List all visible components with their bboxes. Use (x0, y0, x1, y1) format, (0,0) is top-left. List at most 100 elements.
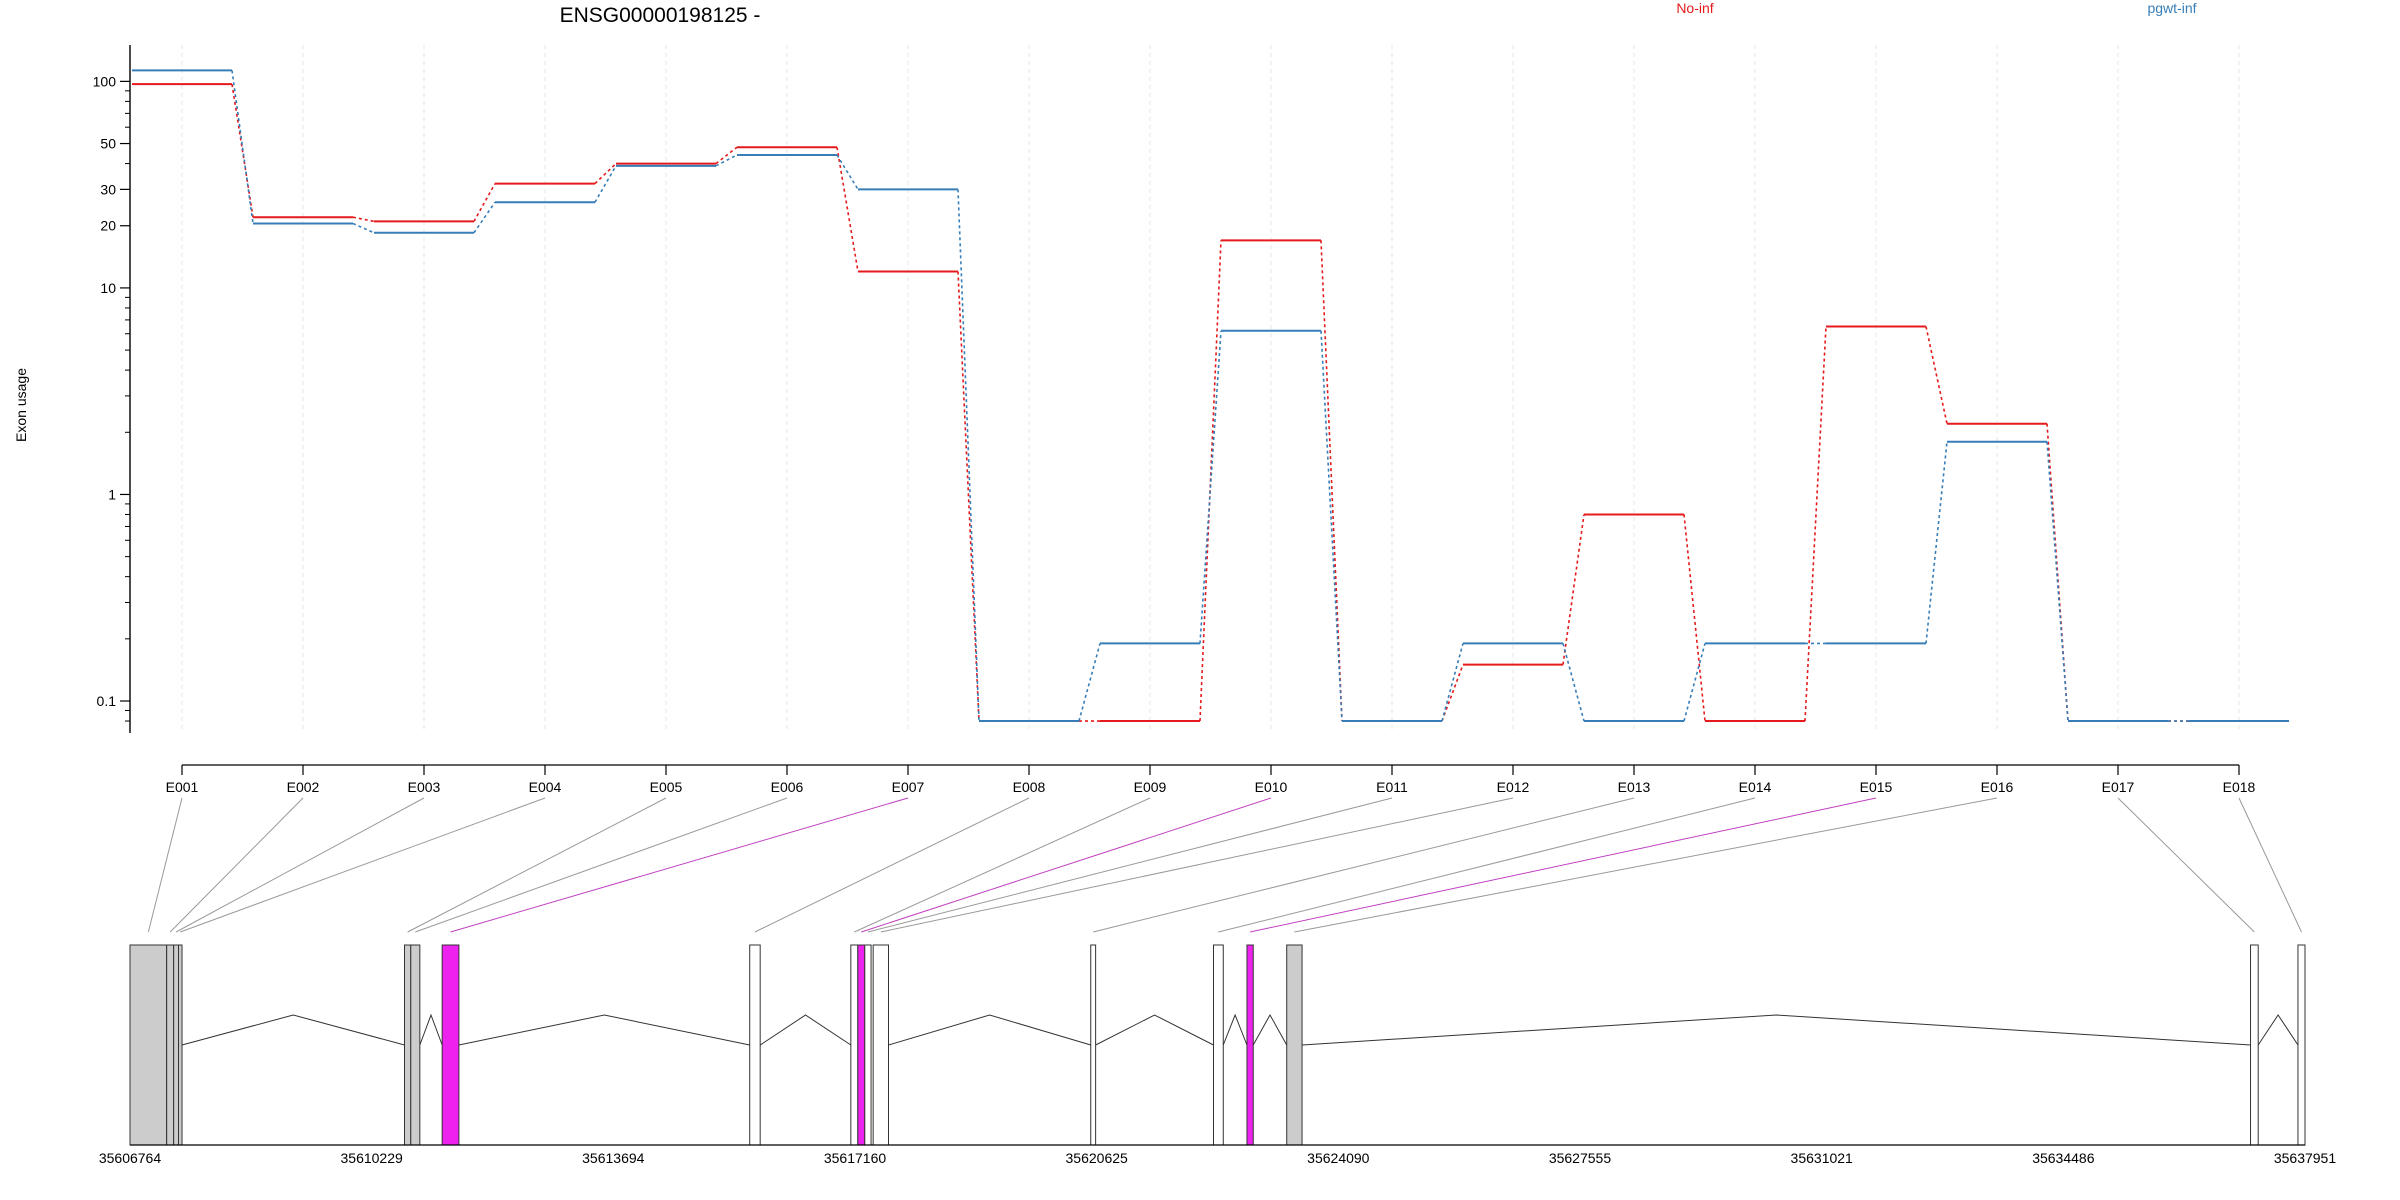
x-tick-label-e006: E006 (771, 779, 804, 795)
connector-pgwt-inf-2 (473, 201, 496, 234)
chart-title: ENSG00000198125 - (560, 4, 761, 27)
exon-box-e004 (178, 944, 183, 1146)
y-tick-label-10: 10 (100, 280, 116, 296)
exon-box-e011 (864, 944, 872, 1146)
connector-no-inf-10 (1441, 664, 1464, 722)
connector-line-e002 (169, 797, 304, 933)
genomic-axis: 35606764 35610229 35613694 35617160 35620625… (99, 1144, 2337, 1166)
connector-pgwt-inf-0 (231, 70, 254, 224)
y-tick-label-30: 30 (100, 181, 116, 197)
exon-box-e002 (166, 944, 175, 1146)
x-tick-label-e014: E014 (1739, 779, 1772, 795)
legend-no-inf: No-inf (1676, 0, 1713, 16)
connector-pgwt-inf-9 (1320, 330, 1343, 722)
connector-line-e018 (2238, 797, 2302, 933)
connector-line-e014 (1218, 797, 1756, 933)
genomic-tick-label: 35624090 (1307, 1150, 1370, 1166)
gene-model (129, 944, 2306, 1146)
connector-pgwt-inf-10 (1441, 643, 1464, 722)
intron-4 (181, 1014, 405, 1046)
intron-7 (458, 1014, 750, 1046)
exon-box-e007 (441, 944, 460, 1146)
intron-16 (1302, 1014, 2251, 1046)
connector-pgwt-inf-14 (1925, 441, 1948, 644)
x-tick-label-e007: E007 (892, 779, 925, 795)
connector-line-e003 (175, 797, 425, 933)
x-tick-label-e004: E004 (529, 779, 562, 795)
x-tick-label-e001: E001 (166, 779, 199, 795)
x-tick-label-e009: E009 (1134, 779, 1167, 795)
connector-no-inf-9 (1320, 240, 1343, 722)
intron-6 (419, 1013, 443, 1046)
connector-line-e005 (407, 797, 667, 933)
genomic-tick-label: 35617160 (824, 1150, 887, 1166)
connector-line-e012 (880, 797, 1514, 933)
series-pgwt-inf (132, 69, 2289, 723)
x-tick-label-e017: E017 (2102, 779, 2135, 795)
connector-pgwt-inf-8 (1199, 330, 1222, 644)
y-axis: 0.1 1 10 20 30 50 100 (93, 45, 131, 733)
connector-pgwt-inf-6 (957, 189, 980, 722)
x-tick-label-e012: E012 (1497, 779, 1530, 795)
exon-box-e014 (1212, 944, 1224, 1146)
connector-line-e011 (867, 797, 1393, 933)
exon-box-e010 (857, 944, 866, 1146)
connector-line-e004 (180, 797, 546, 933)
genomic-tick-label: 35634486 (2032, 1150, 2095, 1166)
connector-no-inf-12 (1683, 514, 1706, 722)
x-tick-label-e013: E013 (1618, 779, 1651, 795)
x-tick-label-e018: E018 (2223, 779, 2256, 795)
genomic-tick-label: 35620625 (1066, 1150, 1129, 1166)
genomic-tick-label: 35610229 (341, 1150, 404, 1166)
intron-15 (1252, 1013, 1288, 1046)
connector-pgwt-inf-7 (1078, 643, 1101, 722)
exon-box-e003 (173, 944, 180, 1146)
x-tick-label-e003: E003 (408, 779, 441, 795)
connector-line-e010 (861, 797, 1272, 933)
intron-14 (1222, 1013, 1248, 1046)
y-tick-label-100: 100 (93, 73, 117, 89)
x-tick-label-e011: E011 (1376, 779, 1408, 795)
exon-box-e008 (749, 944, 761, 1146)
connector-line-e006 (415, 797, 788, 933)
connector-no-inf-3 (594, 162, 617, 185)
connector-no-inf-4 (715, 146, 738, 165)
genomic-tick-label: 35637951 (2274, 1150, 2337, 1166)
exon-box-e006 (410, 944, 421, 1146)
connector-no-inf-5 (836, 147, 859, 272)
exon-connectors (147, 797, 2302, 933)
genomic-tick-label: 35627555 (1549, 1150, 1612, 1166)
connector-line-e008 (754, 797, 1030, 933)
exon-box-e015 (1246, 944, 1254, 1146)
vertical-gridlines (181, 45, 2240, 733)
connector-pgwt-inf-4 (715, 154, 738, 167)
connector-line-e016 (1294, 797, 1998, 933)
intron-13 (1095, 1014, 1214, 1046)
exon-box-e013 (1090, 944, 1097, 1146)
exon-box-e018 (2297, 944, 2306, 1146)
y-tick-label-0.1: 0.1 (97, 693, 117, 709)
genomic-tick-label: 35606764 (99, 1150, 162, 1166)
x-tick-label-e015: E015 (1860, 779, 1893, 795)
connector-no-inf-11 (1562, 514, 1585, 665)
intron-8 (759, 1014, 852, 1046)
connector-line-e001 (147, 797, 183, 933)
x-tick-label-e002: E002 (287, 779, 320, 795)
y-axis-label: Exon usage (13, 368, 29, 442)
connector-pgwt-inf-3 (594, 165, 617, 203)
y-tick-label-20: 20 (100, 218, 116, 234)
connector-no-inf-13 (1804, 326, 1827, 722)
connector-pgwt-inf-5 (836, 154, 859, 190)
series-no-inf (132, 83, 2289, 723)
connector-line-e013 (1093, 797, 1635, 933)
exon-box-e009 (850, 944, 859, 1146)
connector-pgwt-inf-11 (1562, 643, 1585, 722)
exon-box-e005 (403, 944, 412, 1146)
connector-no-inf-2 (473, 183, 496, 222)
x-tick-label-e016: E016 (1981, 779, 2014, 795)
exon-box-e017 (2250, 944, 2259, 1146)
intron-12 (888, 1014, 1091, 1046)
exon-box-e001 (129, 944, 168, 1146)
genomic-tick-label: 35613694 (582, 1150, 645, 1166)
